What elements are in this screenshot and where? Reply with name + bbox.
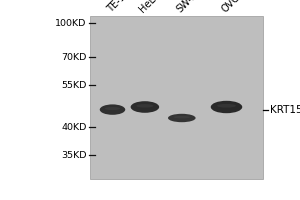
Text: KRT15: KRT15 [270, 105, 300, 115]
Text: OVCAR3: OVCAR3 [219, 0, 255, 14]
Ellipse shape [217, 104, 236, 108]
Ellipse shape [105, 107, 120, 110]
Ellipse shape [211, 101, 242, 113]
Text: SW480: SW480 [175, 0, 206, 14]
Text: 70KD: 70KD [61, 52, 86, 62]
Bar [90, 16, 262, 179]
Text: 40KD: 40KD [61, 122, 86, 132]
Text: HeLa: HeLa [138, 0, 163, 14]
Ellipse shape [173, 116, 190, 118]
Text: TE-1: TE-1 [105, 0, 128, 14]
Ellipse shape [136, 104, 154, 108]
Text: 35KD: 35KD [61, 150, 86, 160]
Ellipse shape [100, 104, 125, 115]
Text: 100KD: 100KD [55, 19, 86, 27]
Text: 55KD: 55KD [61, 80, 86, 90]
Ellipse shape [168, 114, 196, 122]
Ellipse shape [131, 101, 159, 113]
